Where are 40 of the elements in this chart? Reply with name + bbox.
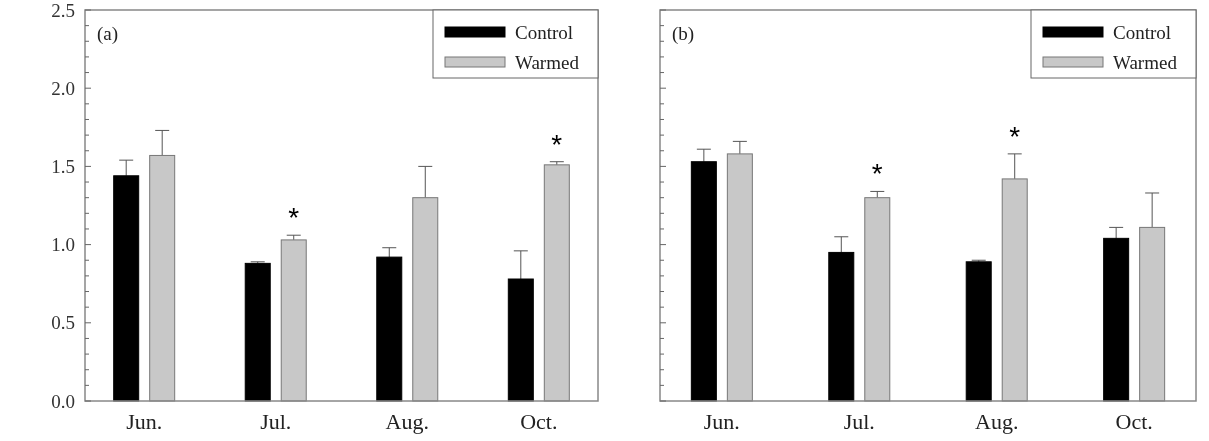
bar — [376, 256, 403, 402]
bar — [1001, 178, 1028, 402]
legend-label: Warmed — [515, 51, 580, 73]
x-tick-label: Aug. — [385, 409, 429, 434]
data-label: * — [551, 128, 563, 160]
y-tick-label: 0.0 — [51, 390, 75, 412]
data-label: * — [871, 158, 883, 190]
x-tick-label: Oct. — [520, 409, 558, 434]
bar — [149, 154, 176, 402]
y-tick-label: 2.0 — [51, 77, 75, 99]
bar — [965, 261, 992, 402]
bar — [280, 239, 307, 402]
x-tick-label: Jun. — [126, 409, 163, 434]
bar — [113, 175, 140, 402]
bar — [244, 262, 271, 402]
bar — [543, 164, 570, 402]
x-tick-label: Jul. — [260, 409, 292, 434]
y-tick-label: 2.5 — [51, 0, 75, 21]
bar — [828, 251, 855, 402]
bar — [507, 278, 534, 402]
legend-label: Control — [1113, 21, 1172, 43]
bar — [726, 153, 753, 402]
x-tick-label: Jun. — [703, 409, 740, 434]
bar — [412, 197, 439, 402]
y-tick-label: 1.0 — [51, 234, 75, 256]
data-label: * — [288, 202, 300, 234]
y-tick-label: 1.5 — [51, 156, 75, 178]
legend-label: Warmed — [1113, 51, 1178, 73]
annotation: (a) — [97, 23, 119, 45]
x-tick-label: Jul. — [843, 409, 875, 434]
bar — [1139, 226, 1166, 402]
y-tick-label: 0.5 — [51, 312, 75, 334]
legend-label: Control — [515, 21, 574, 43]
data-label: * — [1009, 120, 1021, 152]
annotation: (b) — [672, 23, 695, 45]
x-tick-label: Aug. — [975, 409, 1019, 434]
bar — [1103, 237, 1130, 402]
x-tick-label: Oct. — [1115, 409, 1153, 434]
bar — [690, 161, 717, 402]
bar — [864, 197, 891, 402]
